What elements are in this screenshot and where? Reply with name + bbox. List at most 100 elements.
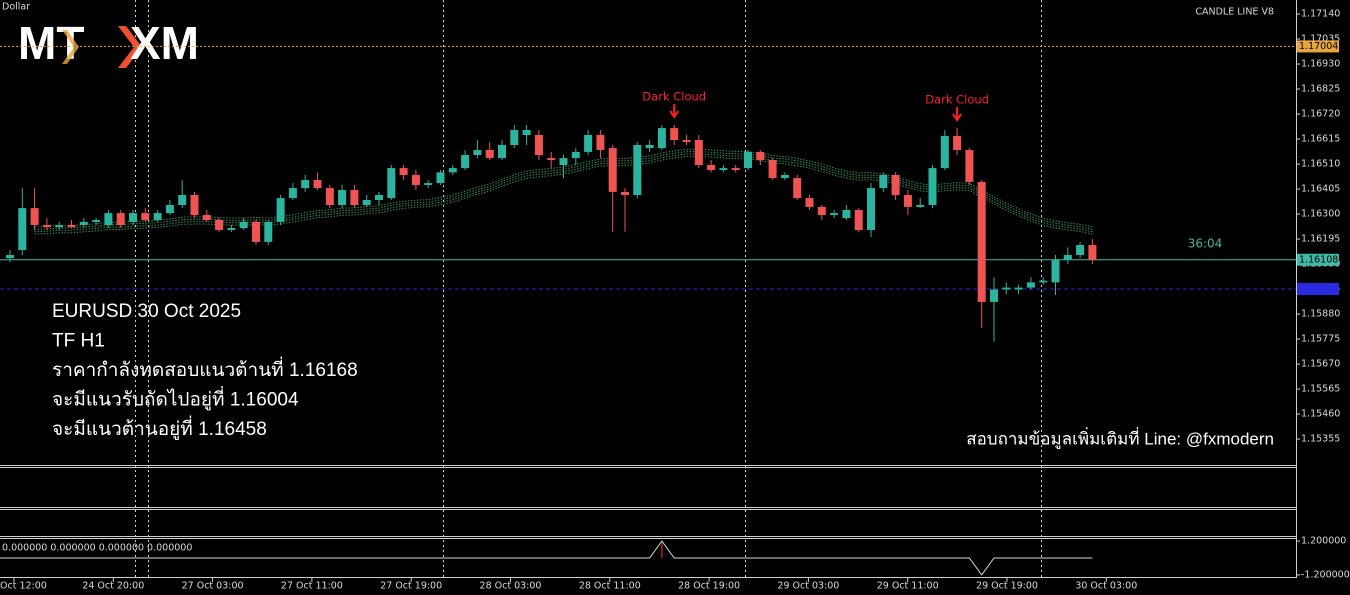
countdown: 36:04	[1188, 237, 1223, 251]
candle-body	[178, 195, 187, 205]
candle-body	[1014, 287, 1023, 290]
y-tick-label: 1.15355	[1301, 434, 1340, 445]
candle-body	[67, 225, 76, 228]
oscillator-legend: 0.000000 0.000000 0.000000 0.000000	[2, 543, 192, 554]
y-tick-label: 1.16405	[1301, 184, 1340, 195]
separators	[0, 0, 1297, 578]
y-tick-label: 1.15565	[1301, 384, 1340, 395]
candle-body	[916, 205, 925, 207]
candle-body	[1051, 260, 1060, 283]
y-tick-label: 1.17035	[1301, 34, 1340, 45]
y-tick-label: 1.15880	[1301, 309, 1340, 320]
osc-tick-label: 1.200000	[1301, 536, 1346, 547]
y-tick-label: 1.16195	[1301, 234, 1340, 245]
candle-body	[79, 221, 88, 225]
symbol-label: Dollar	[2, 2, 30, 13]
candle-body	[817, 206, 826, 215]
candle-body	[92, 220, 101, 222]
candle-body	[805, 198, 814, 207]
candle-body	[707, 165, 716, 170]
candle-body	[288, 188, 297, 199]
x-tick-label: 28 Oct 19:00	[678, 581, 740, 592]
candle-body	[645, 145, 654, 149]
candle-body	[461, 155, 470, 169]
candle-body	[252, 221, 260, 242]
candle-body	[1088, 245, 1097, 260]
note-line: EURUSD 30 Oct 2025	[52, 301, 241, 322]
candle-body	[768, 160, 777, 179]
candle-body	[879, 175, 888, 189]
x-tick-label: 28 Oct 03:00	[480, 581, 542, 592]
logo-arrow	[118, 26, 142, 68]
candle-body	[55, 225, 64, 228]
oscillator-line	[0, 540, 1093, 576]
candle-body	[375, 195, 383, 200]
candle-body	[965, 150, 974, 182]
price-badge	[1297, 283, 1339, 296]
candle-body	[202, 215, 211, 220]
x-tick-label: 29 Oct 19:00	[976, 581, 1038, 592]
y-tick-label: 1.16930	[1301, 59, 1340, 70]
indicator-name: CANDLE LINE V8	[1195, 7, 1274, 18]
candle-body	[854, 210, 863, 230]
candle-body	[141, 213, 150, 220]
candle-body	[239, 221, 248, 229]
x-tick-label: 24 Oct 20:00	[82, 581, 144, 592]
candle-body	[842, 210, 851, 219]
candle-body	[276, 198, 285, 222]
candle-body	[301, 180, 310, 189]
candle-body	[670, 128, 679, 140]
candle-body	[153, 213, 162, 220]
candle-body	[411, 175, 420, 185]
candle-body	[227, 228, 236, 230]
candle-body	[6, 255, 14, 259]
y-tick-label: 1.16510	[1301, 159, 1340, 170]
candle-body	[313, 180, 322, 189]
candle-body	[682, 140, 691, 142]
candle-body	[744, 151, 752, 169]
candle-body	[448, 168, 457, 173]
candle-body	[436, 172, 445, 184]
candle-body	[596, 135, 605, 150]
candle-body	[559, 158, 568, 165]
note-line: ราคากำลังทดสอบแนวต้านที่ 1.16168	[52, 356, 358, 381]
y-tick-label: 1.16825	[1301, 84, 1340, 95]
candle-body	[104, 213, 113, 225]
candle-body	[165, 205, 174, 214]
candle-body	[534, 135, 543, 155]
x-tick-label: 27 Oct 19:00	[380, 581, 442, 592]
candle-body	[325, 188, 334, 205]
candle-body	[510, 130, 519, 145]
candle-body	[830, 213, 839, 215]
price-badge-label: 1.17004	[1299, 41, 1338, 52]
note-line: TF H1	[52, 331, 105, 352]
y-tick-label: 1.15775	[1301, 334, 1340, 345]
candle-body	[264, 221, 273, 242]
candle-body	[116, 213, 125, 225]
candle-body	[129, 213, 137, 222]
contact: สอบถามข้อมูลเพิ่มเติมที่ Line: @fxmodern	[966, 426, 1274, 449]
x-tick-label: 29 Oct 11:00	[877, 581, 939, 592]
candle-body	[940, 135, 949, 169]
candle-body	[608, 148, 617, 192]
candle-body	[977, 181, 986, 302]
candle-body	[694, 140, 703, 165]
candle-body	[621, 191, 629, 195]
candle-body	[399, 168, 408, 175]
period-separators	[135, 0, 1042, 578]
pattern-arrow	[669, 104, 680, 119]
candle-body	[42, 225, 51, 228]
candle-body	[953, 135, 962, 150]
x-tick-label: 29 Oct 03:00	[777, 581, 839, 592]
price-badge-label: 1.16108	[1299, 254, 1338, 265]
candle-body	[473, 150, 482, 155]
candle-body	[547, 158, 556, 160]
candle-body	[756, 151, 765, 160]
price-badge	[1297, 40, 1339, 53]
y-tick-label: 1.15460	[1301, 409, 1340, 420]
x-tick-label: 28 Oct 11:00	[579, 581, 641, 592]
candle-body	[522, 130, 531, 135]
x-tick-label: 30 Oct 03:00	[1075, 581, 1137, 592]
candle-body	[215, 220, 224, 230]
